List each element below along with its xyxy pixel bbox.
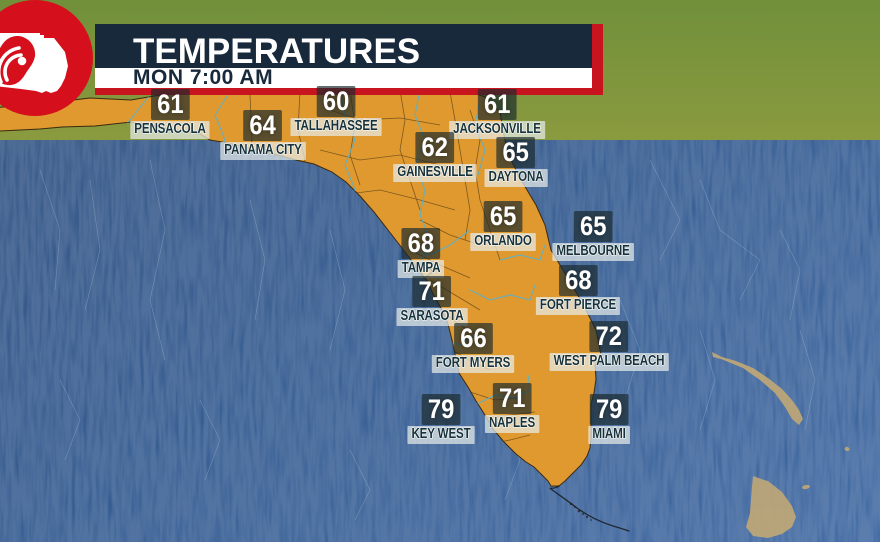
svg-text:MON 7:00 AM: MON 7:00 AM — [133, 66, 273, 89]
